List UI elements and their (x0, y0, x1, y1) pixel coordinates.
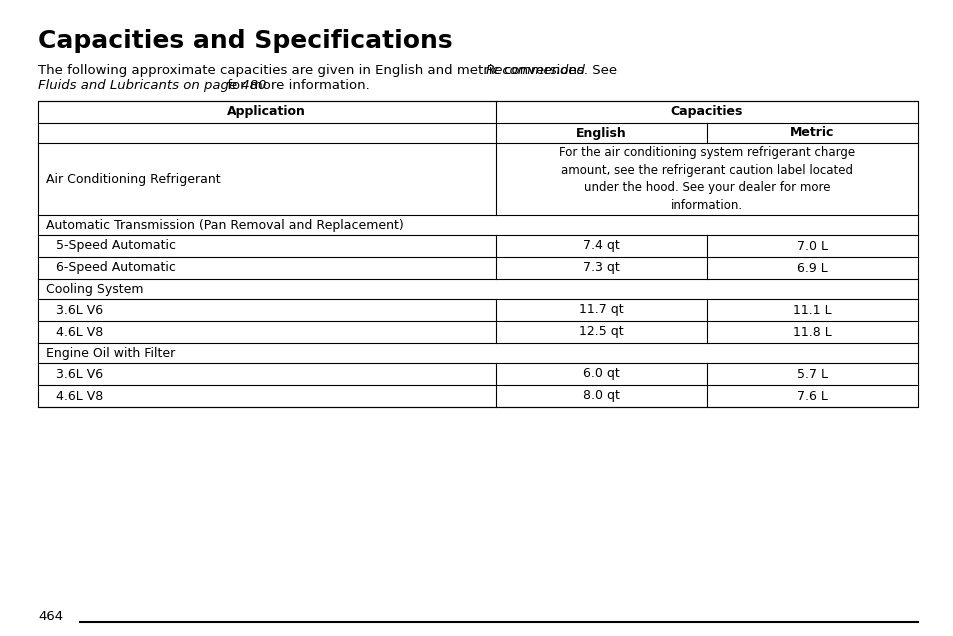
Text: 8.0 qt: 8.0 qt (582, 389, 619, 403)
Text: 11.7 qt: 11.7 qt (578, 303, 623, 317)
Text: Capacities: Capacities (670, 106, 742, 118)
Text: 5.7 L: 5.7 L (796, 368, 827, 380)
Text: 12.5 qt: 12.5 qt (578, 326, 623, 338)
Text: 6.9 L: 6.9 L (796, 261, 827, 275)
Text: For the air conditioning system refrigerant charge
amount, see the refrigerant c: For the air conditioning system refriger… (558, 146, 854, 212)
Text: 3.6L V6: 3.6L V6 (56, 368, 103, 380)
Text: 3.6L V6: 3.6L V6 (56, 303, 103, 317)
Text: Cooling System: Cooling System (46, 282, 143, 296)
Text: 7.3 qt: 7.3 qt (582, 261, 618, 275)
Text: 7.0 L: 7.0 L (796, 240, 827, 252)
Bar (38, 101, 917, 407)
Text: 5-Speed Automatic: 5-Speed Automatic (56, 240, 175, 252)
Text: Metric: Metric (789, 127, 834, 139)
Text: Air Conditioning Refrigerant: Air Conditioning Refrigerant (46, 172, 220, 186)
Text: 4.6L V8: 4.6L V8 (56, 326, 103, 338)
Text: 7.4 qt: 7.4 qt (582, 240, 618, 252)
Text: 4.6L V8: 4.6L V8 (56, 389, 103, 403)
Text: 6.0 qt: 6.0 qt (582, 368, 618, 380)
Text: Recommended: Recommended (485, 64, 585, 77)
Text: English: English (576, 127, 626, 139)
Text: Capacities and Specifications: Capacities and Specifications (38, 29, 452, 53)
Text: 7.6 L: 7.6 L (796, 389, 827, 403)
Text: The following approximate capacities are given in English and metric conversions: The following approximate capacities are… (38, 64, 620, 77)
Text: for more information.: for more information. (223, 79, 370, 92)
Text: Automatic Transmission (Pan Removal and Replacement): Automatic Transmission (Pan Removal and … (46, 219, 403, 232)
Text: 464: 464 (38, 609, 63, 623)
Text: Engine Oil with Filter: Engine Oil with Filter (46, 347, 175, 359)
Text: Application: Application (227, 106, 306, 118)
Text: Fluids and Lubricants on page 480: Fluids and Lubricants on page 480 (38, 79, 266, 92)
Text: 11.1 L: 11.1 L (792, 303, 831, 317)
Text: 6-Speed Automatic: 6-Speed Automatic (56, 261, 175, 275)
Text: 11.8 L: 11.8 L (792, 326, 831, 338)
